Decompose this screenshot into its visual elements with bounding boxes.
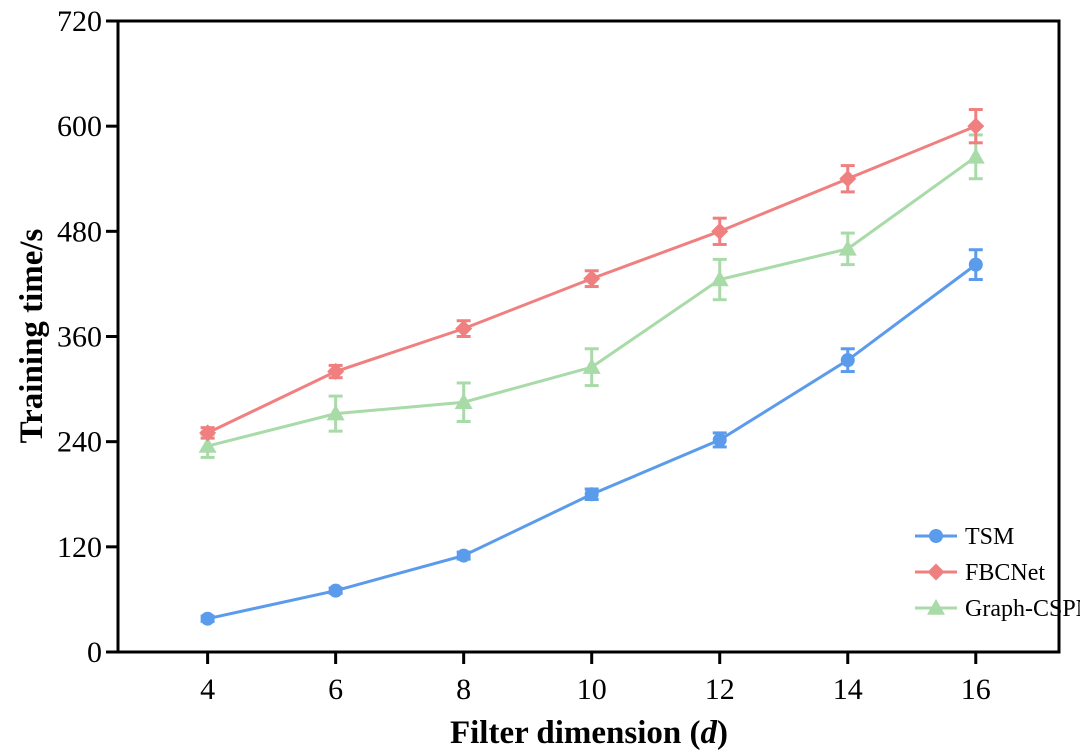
- y-tick-label: 120: [57, 531, 102, 564]
- data-point-triangle: [710, 270, 729, 287]
- series-line-circle: [207, 263, 977, 621]
- data-point-circle: [840, 353, 855, 368]
- x-tick-label: 12: [705, 673, 735, 706]
- legend-marker-diamond: [927, 563, 945, 581]
- data-point-diamond: [455, 320, 473, 338]
- x-axis-title: Filter dimension (d): [450, 715, 728, 751]
- x-axis-title-prefix: Filter dimension (: [450, 715, 701, 751]
- data-point-triangle: [966, 147, 985, 164]
- plot-frame: [116, 19, 1061, 654]
- legend-marker-circle: [929, 529, 943, 543]
- data-point-triangle: [326, 404, 345, 421]
- x-tick-label: 14: [833, 673, 863, 706]
- data-point-triangle: [582, 358, 601, 374]
- data-point-circle: [328, 583, 343, 598]
- y-tick-label: 0: [87, 636, 102, 669]
- data-point-triangle: [454, 393, 473, 409]
- series-line-triangle: [207, 155, 977, 448]
- legend-label: TSM: [965, 524, 1014, 550]
- data-point-circle: [968, 257, 983, 272]
- x-axis: 4 6 8 10 12 14 16: [200, 652, 991, 706]
- y-tick-label: 720: [57, 5, 102, 38]
- plot-area: [198, 108, 985, 626]
- y-axis: 0 120 240 360 480 600 720: [57, 5, 118, 669]
- data-point-circle: [712, 432, 727, 447]
- data-point-diamond: [327, 363, 345, 381]
- data-point-triangle: [838, 239, 857, 256]
- legend-label: Graph-CSPNet: [965, 596, 1080, 622]
- data-point-diamond: [711, 222, 729, 240]
- data-point-circle: [584, 487, 599, 502]
- x-tick-label: 6: [328, 673, 343, 706]
- x-axis-title-suffix: ): [717, 715, 728, 751]
- data-point-diamond: [967, 117, 985, 135]
- data-point-diamond: [583, 270, 601, 288]
- y-tick-label: 600: [57, 110, 102, 143]
- data-point-circle: [456, 548, 471, 563]
- y-tick-label: 240: [57, 426, 102, 459]
- y-tick-label: 360: [57, 321, 102, 354]
- data-point-diamond: [839, 170, 857, 188]
- x-tick-label: 4: [200, 673, 215, 706]
- data-point-diamond: [199, 424, 217, 442]
- legend: TSM FBCNet Graph-CSPNet: [915, 524, 1080, 622]
- legend-marker-triangle: [927, 599, 945, 615]
- y-tick-label: 480: [57, 215, 102, 248]
- data-point-triangle: [198, 437, 217, 453]
- y-axis-title: Training time/s: [14, 228, 50, 443]
- x-tick-label: 8: [456, 673, 471, 706]
- x-tick-label: 16: [961, 673, 991, 706]
- legend-label: FBCNet: [965, 560, 1045, 586]
- x-tick-label: 10: [577, 673, 607, 706]
- x-axis-title-variable: d: [701, 715, 718, 751]
- data-point-circle: [200, 611, 215, 626]
